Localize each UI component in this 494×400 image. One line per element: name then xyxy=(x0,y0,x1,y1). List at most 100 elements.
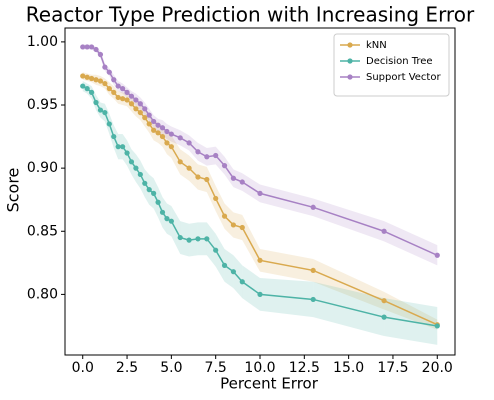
point xyxy=(213,247,219,253)
point xyxy=(186,140,192,146)
point xyxy=(133,97,139,103)
point xyxy=(111,77,117,83)
point xyxy=(159,125,166,131)
legend-marker xyxy=(347,58,353,64)
point xyxy=(88,44,95,50)
point xyxy=(239,224,245,231)
point xyxy=(168,218,174,224)
point xyxy=(137,171,143,178)
y-tick-label: 1.00 xyxy=(27,34,58,50)
point xyxy=(239,179,245,185)
point xyxy=(133,165,139,171)
point xyxy=(146,121,152,127)
point xyxy=(159,209,166,215)
point xyxy=(80,44,86,50)
point xyxy=(381,314,387,320)
point xyxy=(146,187,152,193)
point xyxy=(111,89,117,95)
legend-label: Support Vector xyxy=(366,72,441,83)
point xyxy=(97,78,104,84)
error-band xyxy=(313,259,385,310)
point xyxy=(137,109,143,116)
x-tick-label: 5.0 xyxy=(160,360,182,376)
point xyxy=(106,121,112,127)
x-tick-label: 2.5 xyxy=(116,360,138,376)
point xyxy=(111,133,117,140)
point xyxy=(221,163,228,169)
legend: kNN Decision Tree Support Vector xyxy=(333,33,450,97)
point xyxy=(168,131,174,137)
point xyxy=(128,93,135,99)
point xyxy=(102,109,108,116)
point xyxy=(106,86,112,92)
legend-label: Decision Tree xyxy=(366,56,433,67)
legend-label: kNN xyxy=(366,40,387,51)
point xyxy=(102,64,108,70)
y-tick-label: 0.90 xyxy=(27,160,58,176)
x-tick-label: 17.5 xyxy=(377,360,408,376)
point xyxy=(221,213,228,219)
point xyxy=(230,269,237,275)
plot-frame xyxy=(64,27,456,356)
point xyxy=(213,195,219,202)
point xyxy=(204,236,210,242)
point xyxy=(84,74,90,80)
error-band xyxy=(384,291,438,330)
point xyxy=(204,154,210,160)
point xyxy=(310,296,316,303)
point xyxy=(115,144,121,150)
point xyxy=(128,101,135,107)
point xyxy=(257,190,263,196)
point xyxy=(124,97,130,103)
point xyxy=(159,133,166,140)
point xyxy=(434,323,440,329)
point xyxy=(93,77,99,83)
point xyxy=(106,69,112,75)
point xyxy=(381,298,387,304)
point xyxy=(257,291,263,297)
x-axis-label: Percent Error xyxy=(220,375,319,393)
point xyxy=(146,112,152,118)
point xyxy=(164,140,170,146)
point xyxy=(120,144,126,150)
point xyxy=(164,216,170,222)
point xyxy=(80,73,86,79)
point xyxy=(186,165,192,171)
y-tick-label: 0.95 xyxy=(27,97,58,113)
point xyxy=(97,107,104,113)
x-tick-label: 7.5 xyxy=(205,360,227,376)
point xyxy=(434,252,440,258)
point xyxy=(177,135,183,141)
point xyxy=(115,94,121,101)
point xyxy=(124,150,130,156)
point xyxy=(137,101,143,107)
point xyxy=(155,199,161,205)
point xyxy=(124,89,130,95)
point xyxy=(155,122,161,128)
x-tick-label: 12.5 xyxy=(289,360,320,376)
point xyxy=(151,118,157,125)
point xyxy=(221,262,228,268)
point xyxy=(133,106,139,112)
point xyxy=(186,237,192,243)
x-tick-label: 15.0 xyxy=(333,360,364,376)
legend-box xyxy=(333,33,450,97)
point xyxy=(213,152,219,159)
point xyxy=(151,190,157,196)
point xyxy=(142,106,148,112)
point xyxy=(80,83,86,89)
point xyxy=(102,80,108,87)
point xyxy=(151,127,157,133)
point xyxy=(155,130,161,136)
point xyxy=(310,204,316,210)
point xyxy=(120,96,126,102)
point xyxy=(195,149,201,155)
point xyxy=(230,222,237,228)
point xyxy=(195,174,201,180)
x-tick-label: 0.0 xyxy=(72,360,94,376)
point xyxy=(142,180,148,186)
point xyxy=(142,115,148,121)
point xyxy=(310,267,316,274)
point xyxy=(257,257,263,263)
